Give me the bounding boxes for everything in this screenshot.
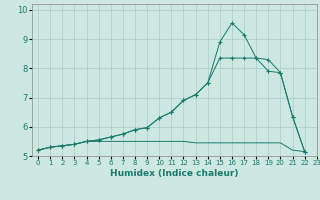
X-axis label: Humidex (Indice chaleur): Humidex (Indice chaleur) bbox=[110, 169, 239, 178]
